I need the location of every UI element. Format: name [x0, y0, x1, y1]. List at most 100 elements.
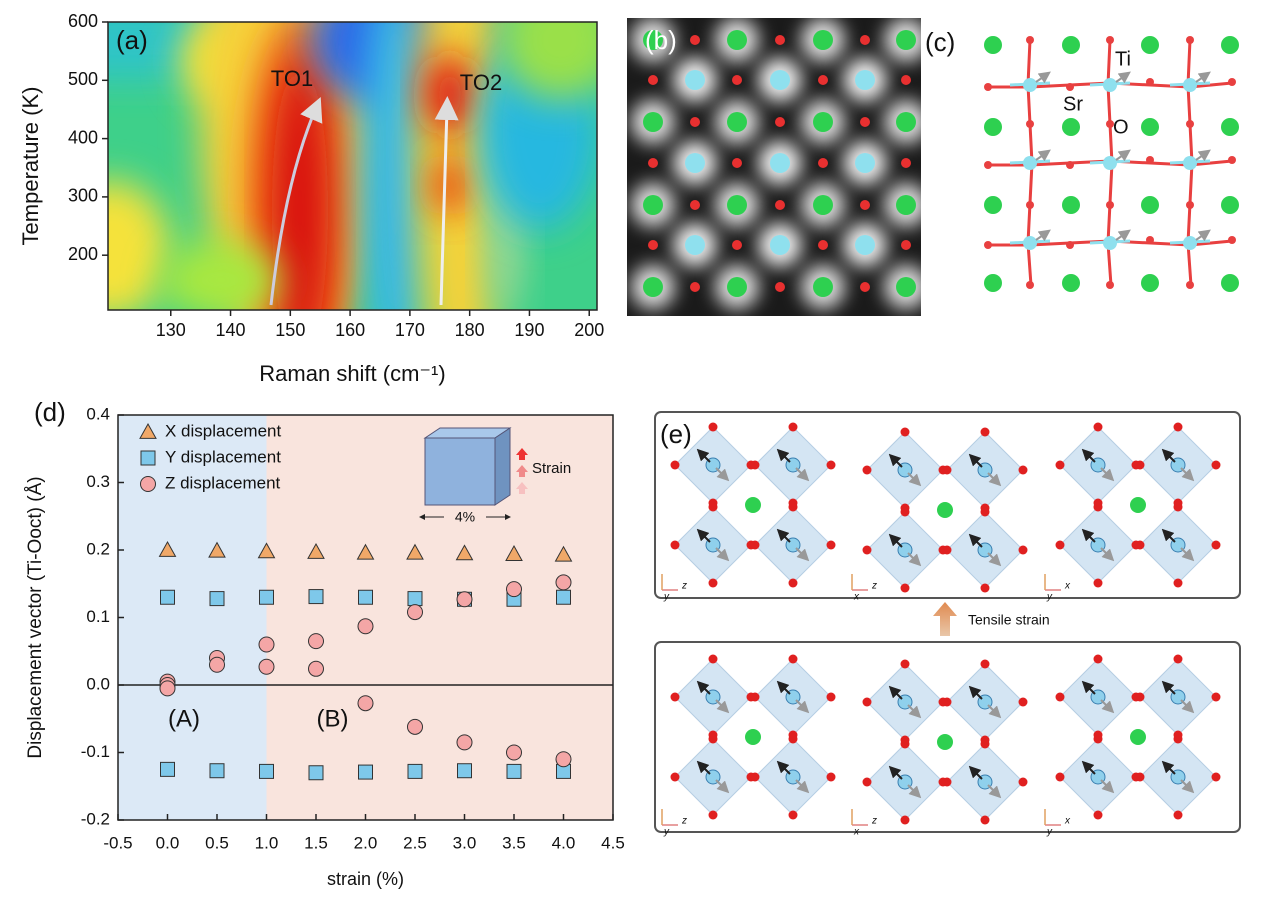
x-tick-label: 140: [216, 320, 246, 340]
y-tick-label: 500: [68, 69, 98, 89]
inset-arrow: [516, 448, 528, 460]
o-atom: [818, 240, 828, 250]
o-atom: [860, 282, 870, 292]
marker: [554, 545, 573, 562]
displacement-arrow: [987, 784, 1002, 799]
y-tick-label: -0.1: [81, 742, 110, 761]
displacement-arrow: [696, 680, 711, 695]
marker: [457, 763, 472, 779]
o-atom: [826, 540, 836, 550]
displacement-arrow: [1161, 528, 1176, 543]
sr-atom: [937, 734, 953, 750]
o-atom: [1173, 654, 1183, 664]
o-atom: [1228, 236, 1236, 244]
sr-atom: [896, 195, 916, 215]
o-atom: [984, 83, 992, 91]
o-atom: [732, 75, 742, 85]
x-tick-label: 170: [395, 320, 425, 340]
o-atom: [1106, 120, 1114, 128]
axis-label: z: [871, 581, 877, 592]
o-atom: [860, 35, 870, 45]
displacement-arrow: [1195, 71, 1211, 84]
o-atom: [1066, 161, 1074, 169]
sr-atom: [896, 30, 916, 50]
atom-label: O: [1113, 116, 1129, 138]
x-tick-label: 2.0: [354, 833, 378, 852]
marker: [209, 763, 225, 779]
displacement-arrow: [696, 448, 711, 463]
displacement-arrow: [715, 779, 730, 794]
ti-atom: [770, 153, 790, 173]
o-atom: [1066, 83, 1074, 91]
y-tick-label: 300: [68, 186, 98, 206]
displacement-arrow: [696, 760, 711, 775]
displacement-arrow: [795, 547, 810, 562]
x-tick-label: 180: [455, 320, 485, 340]
o-atom: [862, 545, 872, 555]
x-tick-label: 190: [514, 320, 544, 340]
legend-label: Y displacement: [165, 447, 281, 466]
y-tick-label: 0.1: [86, 607, 110, 626]
displacement-arrow: [888, 765, 903, 780]
o-atom: [1026, 120, 1034, 128]
o-atom: [862, 697, 872, 707]
sr-atom: [1062, 196, 1080, 214]
o-atom: [750, 540, 760, 550]
sr-atom: [1141, 36, 1159, 54]
sr-atom: [1062, 36, 1080, 54]
o-atom: [648, 158, 658, 168]
o-atom: [1026, 201, 1034, 209]
o-atom: [775, 35, 785, 45]
legend-marker: [140, 476, 156, 492]
displacement-arrow: [1081, 448, 1096, 463]
o-atom: [901, 240, 911, 250]
o-atom: [860, 117, 870, 127]
displacement-arrow: [968, 765, 983, 780]
arrow-label: Tensile strain: [968, 612, 1050, 628]
x-tick-label: 130: [156, 320, 186, 340]
marker: [456, 591, 473, 608]
x-axis-label: strain (%): [327, 869, 404, 889]
o-atom: [942, 777, 952, 787]
o-atom: [818, 158, 828, 168]
sr-atom: [1141, 118, 1159, 136]
o-atom: [708, 654, 718, 664]
o-atom: [775, 282, 785, 292]
sr-atom: [813, 195, 833, 215]
o-atom: [1173, 422, 1183, 432]
x-tick-label: 0.5: [205, 833, 229, 852]
x-tick-label: 1.0: [255, 833, 279, 852]
o-atom: [1066, 241, 1074, 249]
o-atom: [775, 200, 785, 210]
o-atom: [750, 772, 760, 782]
marker: [358, 764, 373, 780]
displacement-arrow: [907, 704, 922, 719]
sr-atom: [1130, 729, 1146, 745]
displacement-arrow: [715, 699, 730, 714]
marker: [258, 636, 275, 653]
sr-atom: [727, 195, 747, 215]
o-atom: [670, 460, 680, 470]
displacement-arrow: [1115, 149, 1131, 162]
ti-atom: [1023, 156, 1037, 170]
y-tick-label: -0.2: [81, 809, 110, 828]
o-atom: [732, 240, 742, 250]
o-atom: [984, 161, 992, 169]
legend-marker: [139, 422, 157, 439]
o-atom: [1135, 460, 1145, 470]
contour-region: [500, 22, 597, 100]
marker: [257, 542, 276, 559]
o-atom: [1228, 78, 1236, 86]
contour-map: [108, 22, 597, 310]
marker: [455, 544, 474, 561]
o-atom: [1173, 578, 1183, 588]
marker: [308, 589, 324, 605]
x-tick-label: 3.5: [502, 833, 526, 852]
ti-atom: [1183, 236, 1197, 250]
y-tick-label: 0.0: [86, 674, 110, 693]
panel-label: (b): [645, 25, 677, 55]
o-atom: [1055, 692, 1065, 702]
o-atom: [1146, 78, 1154, 86]
o-atom: [670, 540, 680, 550]
displacement-arrow: [907, 472, 922, 487]
